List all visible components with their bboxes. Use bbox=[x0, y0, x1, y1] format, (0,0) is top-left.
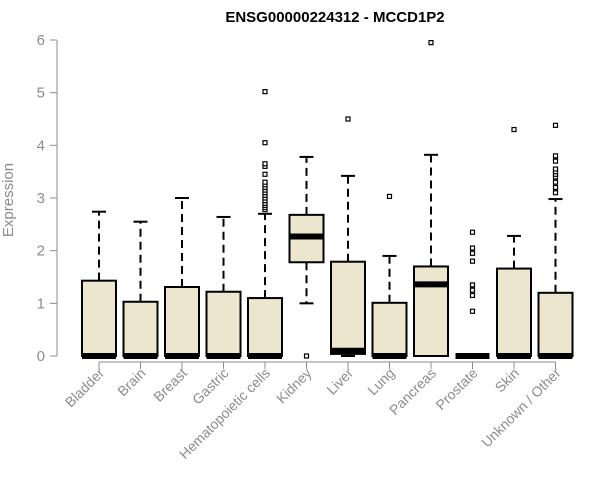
box-breast bbox=[164, 197, 200, 359]
outlier-point bbox=[552, 122, 559, 128]
box-body bbox=[413, 265, 449, 358]
outlier-point bbox=[469, 258, 476, 264]
outlier-point bbox=[303, 353, 310, 359]
box-body bbox=[537, 291, 574, 357]
box-hematopoietic-cells bbox=[247, 89, 283, 359]
y-tick-label: 6 bbox=[37, 32, 45, 49]
box-body bbox=[122, 300, 159, 357]
box-unknown-other bbox=[537, 122, 574, 359]
outlier-point bbox=[552, 166, 559, 172]
y-axis: 0 1 2 3 4 5 6 bbox=[37, 32, 58, 365]
boxes bbox=[81, 40, 574, 359]
box-body bbox=[496, 267, 532, 357]
box-body bbox=[164, 286, 200, 357]
box-body bbox=[330, 260, 366, 355]
x-tick-label: Lung bbox=[364, 365, 397, 398]
x-tick-label: Liver bbox=[323, 365, 356, 398]
outlier-point bbox=[469, 245, 476, 251]
outlier-point bbox=[345, 116, 351, 122]
box-bladder bbox=[81, 210, 117, 359]
y-tick-label: 5 bbox=[37, 85, 45, 102]
x-tick-label: Bladder bbox=[62, 365, 108, 411]
y-axis-label: Expression bbox=[0, 163, 17, 237]
box-kidney bbox=[288, 155, 325, 359]
outlier-point bbox=[552, 153, 559, 159]
outlier-point bbox=[469, 287, 476, 293]
box-body bbox=[247, 297, 283, 358]
box-liver bbox=[330, 116, 366, 357]
outlier-point bbox=[469, 292, 476, 299]
y-tick-label: 3 bbox=[37, 190, 45, 207]
outlier-point bbox=[552, 184, 559, 191]
outlier-point bbox=[469, 250, 476, 256]
outlier-point bbox=[552, 190, 559, 196]
box-skin bbox=[496, 126, 532, 359]
box-body bbox=[81, 279, 117, 358]
outlier-point bbox=[469, 308, 476, 314]
outlier-point bbox=[262, 89, 268, 95]
y-tick-label: 2 bbox=[37, 243, 45, 260]
outlier-point bbox=[469, 229, 476, 235]
outlier-point bbox=[552, 158, 559, 164]
box-body bbox=[371, 301, 408, 358]
box-body bbox=[205, 290, 242, 358]
box-brain bbox=[122, 220, 159, 359]
outlier-point bbox=[552, 179, 559, 185]
box-pancreas bbox=[413, 40, 449, 358]
x-tick-label: Brain bbox=[114, 365, 148, 399]
y-tick-label: 4 bbox=[37, 137, 45, 154]
x-tick-label: Skin bbox=[492, 365, 523, 396]
x-tick-label: Prostate bbox=[432, 365, 480, 413]
outlier-point bbox=[262, 161, 268, 167]
outlier-point bbox=[386, 193, 393, 200]
outlier-point bbox=[262, 179, 268, 185]
outlier-point bbox=[511, 126, 517, 133]
y-tick-label: 1 bbox=[37, 295, 45, 312]
y-tick-label: 0 bbox=[37, 348, 45, 365]
x-tick-label: Breast bbox=[150, 365, 190, 405]
x-tick-label: Unknown / Other bbox=[478, 365, 564, 451]
outlier-point bbox=[428, 40, 434, 46]
outlier-point bbox=[469, 282, 476, 288]
outlier-point bbox=[262, 171, 268, 177]
outlier-point bbox=[262, 140, 268, 146]
box-prostate bbox=[455, 229, 490, 359]
x-tick-label: Kidney bbox=[273, 365, 315, 407]
box-gastric bbox=[205, 215, 242, 359]
box-lung bbox=[371, 193, 408, 359]
chart-title: ENSG00000224312 - MCCD1P2 bbox=[225, 9, 444, 26]
